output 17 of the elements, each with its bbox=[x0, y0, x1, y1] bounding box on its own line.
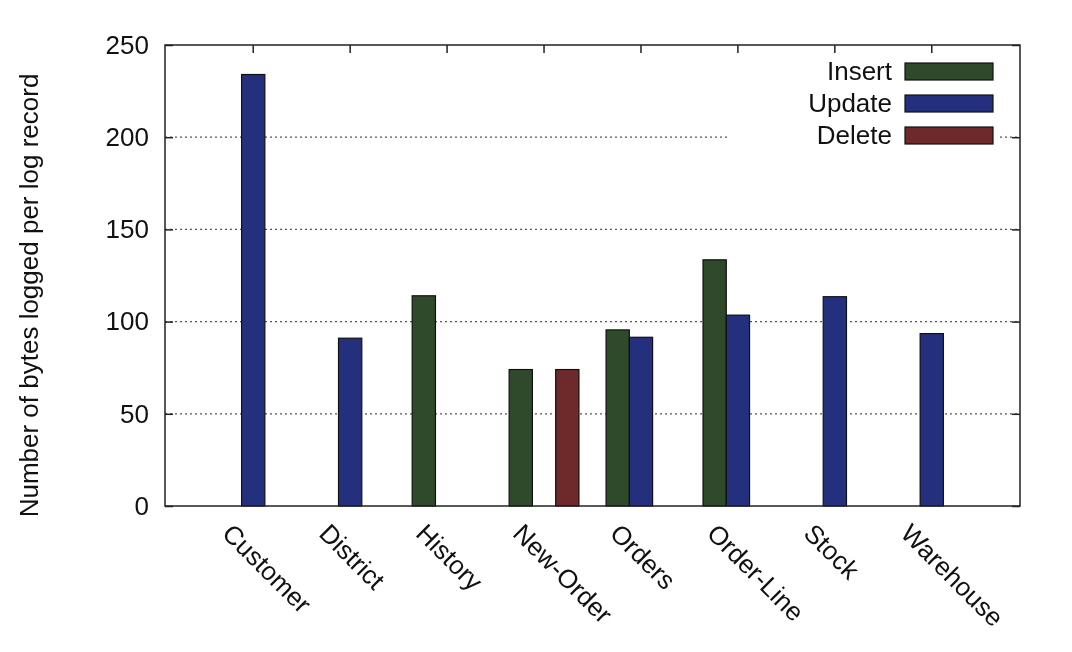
bar bbox=[919, 332, 945, 507]
y-tick-label: 150 bbox=[105, 214, 149, 245]
legend-label: Delete bbox=[816, 120, 892, 151]
bar bbox=[822, 296, 848, 507]
y-tick-label: 200 bbox=[105, 122, 149, 153]
bar bbox=[555, 368, 580, 507]
bar bbox=[411, 295, 437, 507]
bar bbox=[337, 337, 363, 507]
y-tick-label: 0 bbox=[134, 490, 149, 521]
y-tick-label: 50 bbox=[120, 398, 149, 429]
legend-label: Insert bbox=[826, 56, 893, 87]
bar bbox=[508, 368, 533, 507]
legend-label: Update bbox=[808, 88, 892, 119]
bar bbox=[240, 73, 266, 507]
y-tick-label: 100 bbox=[105, 306, 149, 337]
y-axis-title: Number of bytes logged per log record bbox=[14, 73, 44, 518]
y-tick-label: 250 bbox=[105, 29, 149, 60]
